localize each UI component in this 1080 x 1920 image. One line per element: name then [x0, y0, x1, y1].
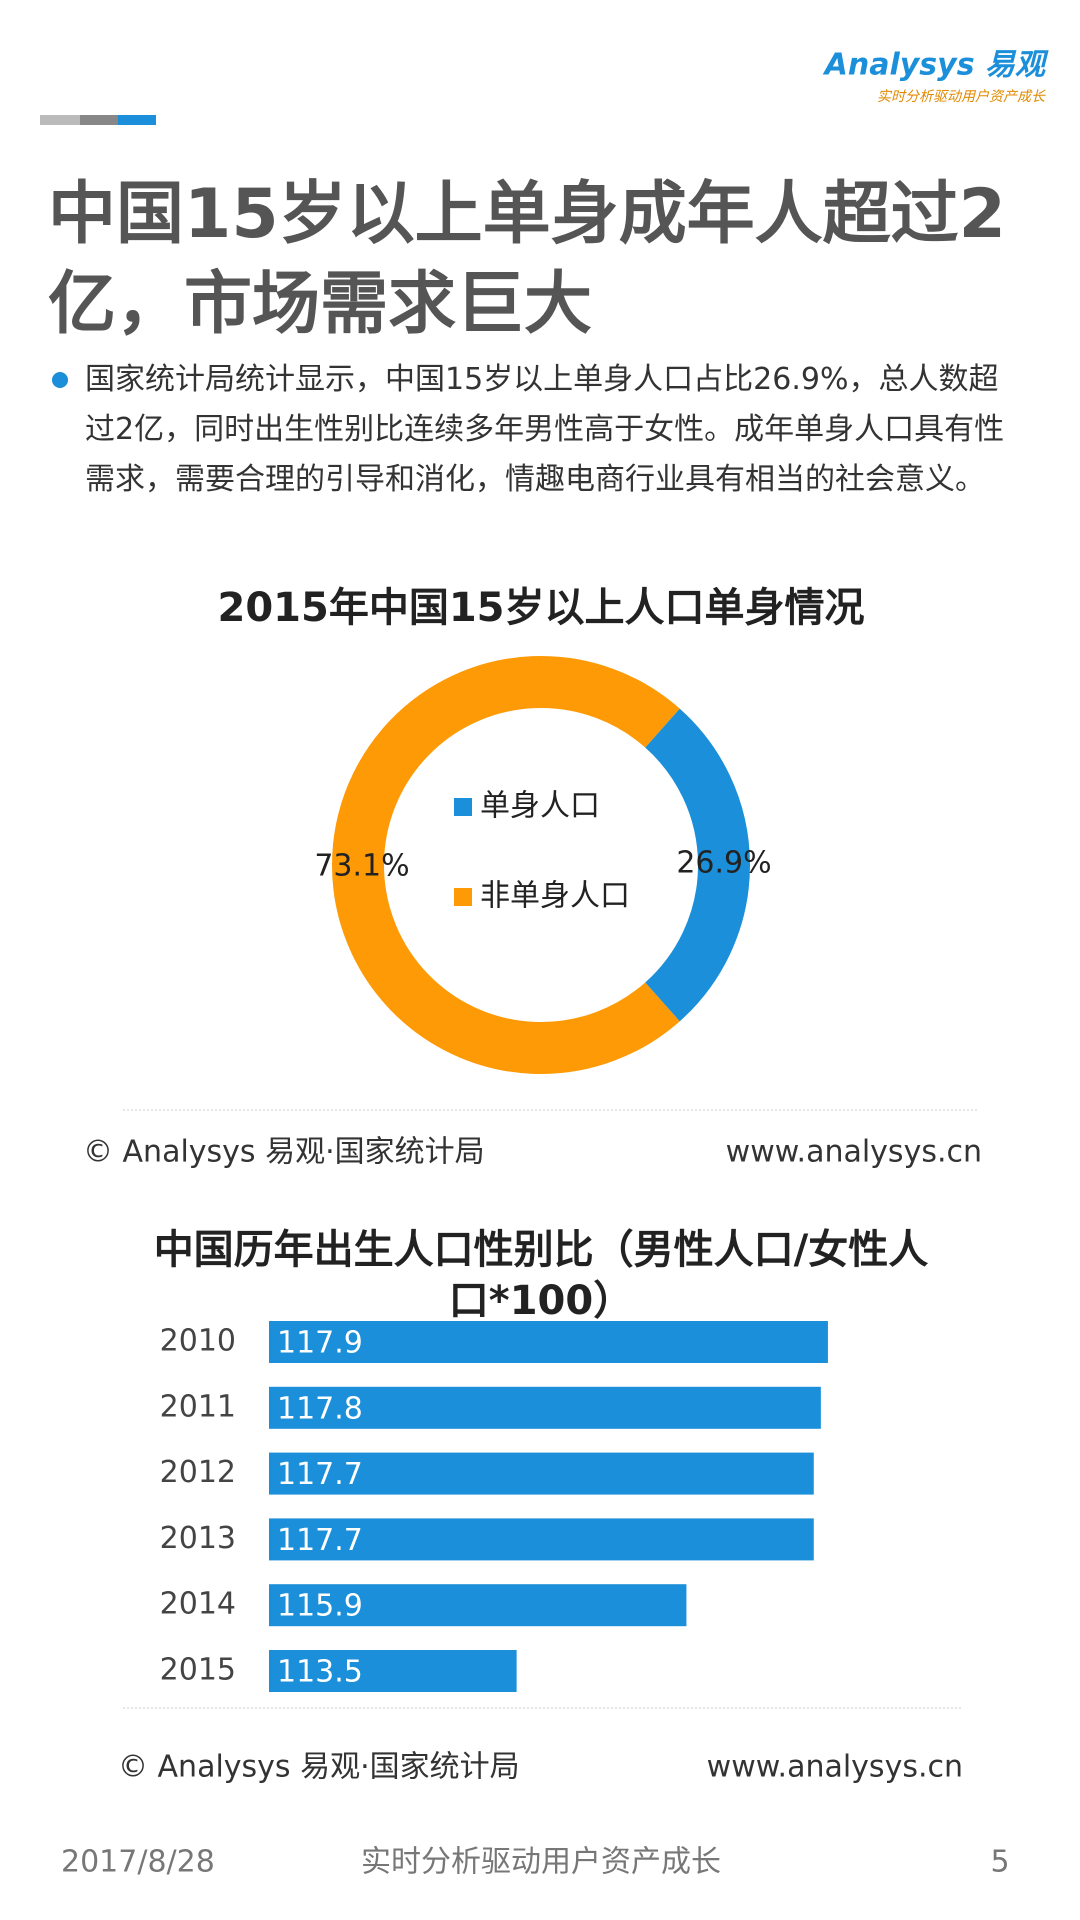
bar: [269, 1650, 517, 1692]
data-label: 117.7: [277, 1523, 363, 1558]
donut-segment: [332, 656, 680, 1074]
y-tick-label: 2015: [160, 1653, 236, 1688]
footer-date: 2017/8/28: [61, 1845, 215, 1880]
bar: [269, 1452, 814, 1495]
donut-segment: [644, 708, 750, 1022]
chart-title: 2015年中国15岁以上人口单身情况: [218, 585, 865, 631]
page-number: 5: [990, 1845, 1009, 1880]
legend-label: 单身人口: [480, 789, 600, 824]
source: © Analysys 易观·国家统计局: [118, 1750, 520, 1785]
source: © Analysys 易观·国家统计局: [83, 1135, 485, 1170]
data-label: 115.9: [277, 1589, 363, 1624]
source-site: www.analysys.cn: [707, 1750, 963, 1785]
bar: [269, 1386, 821, 1429]
data-label: 26.9%: [676, 846, 771, 881]
legend-label: 非单身人口: [480, 879, 630, 914]
bullet-dot: [52, 372, 68, 388]
deco-bar: [80, 115, 118, 125]
data-label: 117.7: [277, 1457, 363, 1492]
data-label: 73.1%: [314, 849, 409, 884]
footer-slogan: 实时分析驱动用户资产成长: [361, 1845, 721, 1880]
deco-bar: [40, 115, 80, 125]
bar: [269, 1518, 814, 1561]
legend-swatch: [454, 798, 472, 816]
data-label: 113.5: [277, 1655, 363, 1690]
bullet-text: 国家统计局统计显示，中国15岁以上单身人口占比26.9%，总人数超过2亿，同时出…: [85, 362, 1005, 497]
y-tick-label: 2011: [160, 1389, 236, 1424]
chart-title: 中国历年出生人口性别比（男性人口/女性人口*100）: [154, 1227, 929, 1324]
logo-slogan: 实时分析驱动用户资产成长: [877, 89, 1046, 105]
y-tick-label: 2012: [160, 1455, 236, 1490]
bar: [269, 1584, 687, 1627]
source-site: www.analysys.cn: [726, 1135, 982, 1170]
page-title: 中国15岁以上单身成年人超过2亿，市场需求巨大: [48, 175, 1006, 344]
y-tick-label: 2014: [160, 1587, 236, 1622]
logo: Analysys 易观: [823, 48, 1049, 83]
bar: [269, 1321, 828, 1363]
y-tick-label: 2013: [160, 1521, 236, 1556]
legend-swatch: [454, 888, 472, 906]
deco-bar: [118, 115, 156, 125]
data-label: 117.9: [277, 1326, 363, 1361]
y-tick-label: 2010: [160, 1324, 236, 1359]
data-label: 117.8: [277, 1391, 363, 1426]
